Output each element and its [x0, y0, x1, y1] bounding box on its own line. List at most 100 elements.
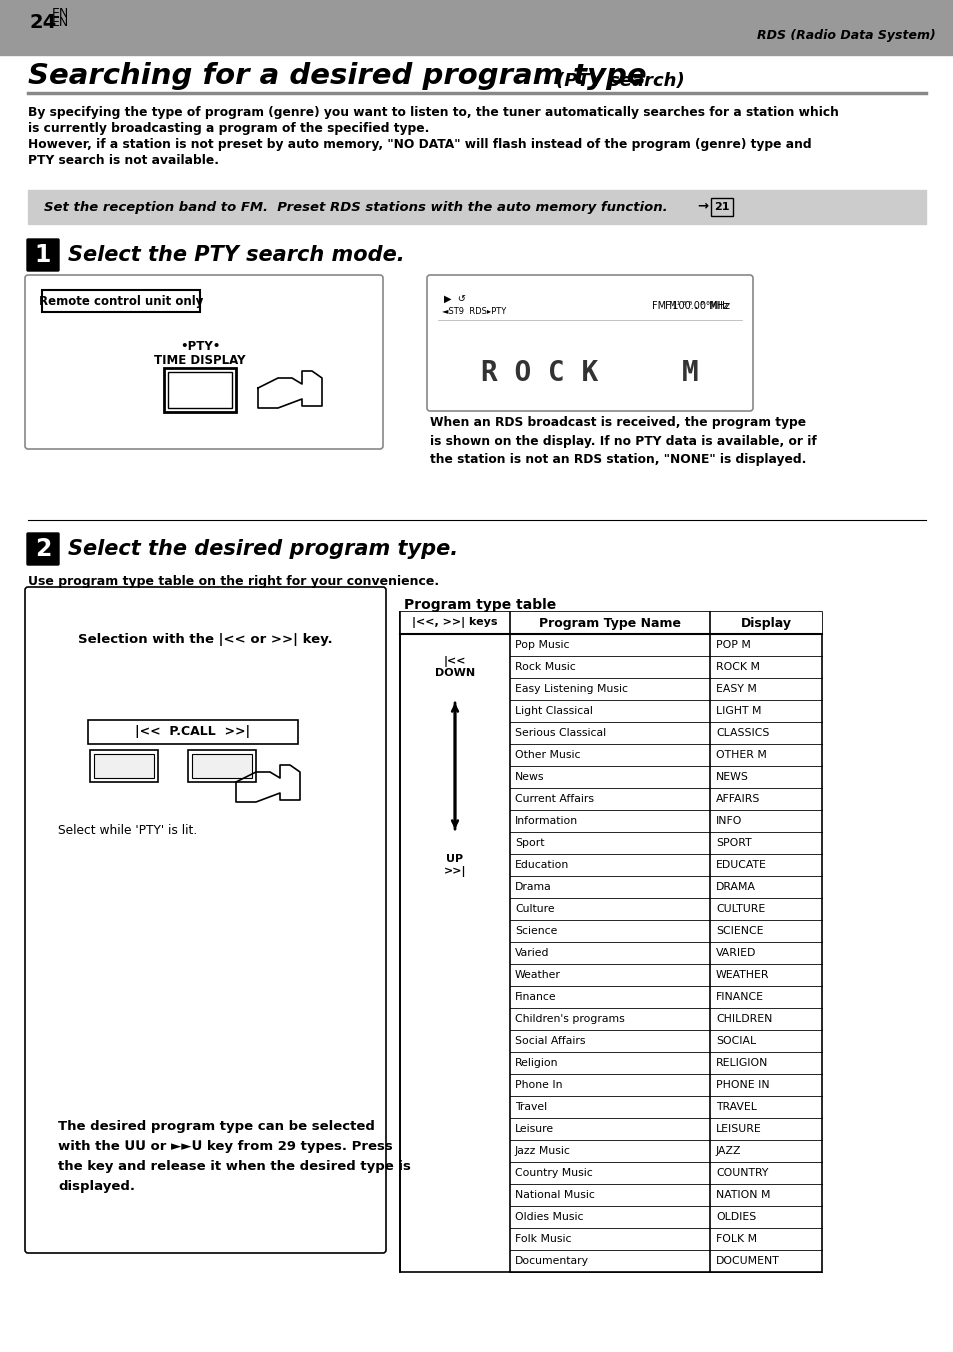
Text: Folk Music: Folk Music [515, 1234, 571, 1244]
Text: NATION M: NATION M [716, 1190, 770, 1201]
Text: is currently broadcasting a program of the specified type.: is currently broadcasting a program of t… [28, 122, 429, 135]
Text: Information: Information [515, 817, 578, 826]
Text: FINANCE: FINANCE [716, 992, 763, 1002]
Text: WEATHER: WEATHER [716, 969, 769, 980]
Text: |<<
DOWN: |<< DOWN [435, 656, 475, 679]
Text: Set the reception band to FM.  Preset RDS stations with the auto memory function: Set the reception band to FM. Preset RDS… [44, 200, 667, 214]
Text: When an RDS broadcast is received, the program type
is shown on the display. If : When an RDS broadcast is received, the p… [430, 416, 816, 466]
Text: VARIED: VARIED [716, 948, 756, 959]
Text: However, if a station is not preset by auto memory, "NO DATA" will flash instead: However, if a station is not preset by a… [28, 138, 811, 151]
Text: Pop Music: Pop Music [515, 639, 569, 650]
Text: LEISURE: LEISURE [716, 1124, 760, 1134]
Text: Varied: Varied [515, 948, 549, 959]
Text: SCIENCE: SCIENCE [716, 926, 762, 936]
Text: INFO: INFO [716, 817, 741, 826]
Text: Phone In: Phone In [515, 1080, 562, 1090]
Text: Selection with the |<< or >>| key.: Selection with the |<< or >>| key. [77, 634, 332, 646]
FancyBboxPatch shape [25, 274, 382, 449]
Text: Current Affairs: Current Affairs [515, 794, 594, 804]
Text: Rock Music: Rock Music [515, 662, 576, 672]
Text: |<<, >>| keys: |<<, >>| keys [412, 618, 497, 629]
Text: with the ᑌᑌ or ►►ᑌ key from 29 types. Press: with the ᑌᑌ or ►►ᑌ key from 29 types. Pr… [58, 1140, 393, 1153]
Text: •PTY•: •PTY• [179, 339, 220, 353]
Text: TRAVEL: TRAVEL [716, 1102, 756, 1111]
Text: COUNTRY: COUNTRY [716, 1168, 767, 1178]
Text: OLDIES: OLDIES [716, 1211, 756, 1222]
Bar [399, 612, 821, 634]
Text: ◄ST9  RDS▸PTY: ◄ST9 RDS▸PTY [441, 307, 506, 316]
Text: Religion: Religion [515, 1059, 558, 1068]
Text: SPORT: SPORT [716, 838, 751, 848]
Text: → 21: → 21 [698, 200, 732, 214]
Text: Serious Classical: Serious Classical [515, 727, 605, 738]
Text: CULTURE: CULTURE [716, 904, 764, 914]
Text: Use program type table on the right for your convenience.: Use program type table on the right for … [28, 576, 438, 588]
Text: displayed.: displayed. [58, 1180, 135, 1192]
Text: News: News [515, 772, 544, 781]
Text: Education: Education [515, 860, 569, 869]
Text: UP
>>|: UP >>| [443, 854, 466, 876]
Text: 21: 21 [714, 201, 729, 212]
Text: Weather: Weather [515, 969, 560, 980]
Text: By specifying the type of program (genre) you want to listen to, the tuner autom: By specifying the type of program (genre… [28, 105, 838, 119]
Text: Documentary: Documentary [515, 1256, 588, 1265]
Bar [710, 197, 732, 216]
Bar [164, 368, 235, 412]
Bar [90, 750, 158, 781]
Bar [0, 0, 953, 55]
Text: Travel: Travel [515, 1102, 547, 1111]
Bar [399, 612, 821, 1272]
Text: Searching for a desired program type: Searching for a desired program type [28, 62, 646, 91]
Text: Oldies Music: Oldies Music [515, 1211, 583, 1222]
Text: CHILDREN: CHILDREN [716, 1014, 772, 1023]
Text: EDUCATE: EDUCATE [716, 860, 766, 869]
Text: Sport: Sport [515, 838, 544, 848]
FancyBboxPatch shape [25, 587, 386, 1253]
Text: Finance: Finance [515, 992, 556, 1002]
Text: DRAMA: DRAMA [716, 882, 755, 892]
Text: Program type table: Program type table [403, 598, 556, 612]
Text: Program Type Name: Program Type Name [538, 617, 680, 630]
FancyBboxPatch shape [27, 239, 59, 270]
Text: 2: 2 [34, 537, 51, 561]
Text: FM¹⁰⁰.⁰⁰MHz: FM¹⁰⁰.⁰⁰MHz [664, 301, 729, 311]
Text: OTHER M: OTHER M [716, 750, 766, 760]
Text: Select the desired program type.: Select the desired program type. [68, 539, 457, 558]
Text: RELIGION: RELIGION [716, 1059, 767, 1068]
Text: Select the PTY search mode.: Select the PTY search mode. [68, 245, 404, 265]
Text: Science: Science [515, 926, 557, 936]
Text: Drama: Drama [515, 882, 551, 892]
Text: AFFAIRS: AFFAIRS [716, 794, 760, 804]
Text: DOCUMENT: DOCUMENT [716, 1256, 779, 1265]
Text: Children's programs: Children's programs [515, 1014, 624, 1023]
Text: ROCK M: ROCK M [716, 662, 760, 672]
Text: the key and release it when the desired type is: the key and release it when the desired … [58, 1160, 411, 1174]
Bar [42, 289, 200, 312]
Text: Easy Listening Music: Easy Listening Music [515, 684, 627, 694]
Text: NEWS: NEWS [716, 772, 748, 781]
Text: FM  100.00 MHz: FM 100.00 MHz [651, 301, 729, 311]
Text: Social Affairs: Social Affairs [515, 1036, 585, 1046]
Text: (PTY search): (PTY search) [556, 72, 684, 91]
Text: RDS (Radio Data System): RDS (Radio Data System) [757, 28, 935, 42]
Text: CLASSICS: CLASSICS [716, 727, 768, 738]
Text: PTY search is not available.: PTY search is not available. [28, 154, 219, 168]
Text: Remote control unit only: Remote control unit only [39, 295, 203, 307]
Text: LIGHT M: LIGHT M [716, 706, 760, 717]
Bar [192, 754, 252, 777]
Text: The desired program type can be selected: The desired program type can be selected [58, 1119, 375, 1133]
FancyBboxPatch shape [427, 274, 752, 411]
Text: Select while 'PTY' is lit.: Select while 'PTY' is lit. [58, 823, 197, 837]
Text: Jazz Music: Jazz Music [515, 1146, 570, 1156]
Text: Light Classical: Light Classical [515, 706, 592, 717]
Text: R O C K     M: R O C K M [480, 360, 699, 387]
Text: FOLK M: FOLK M [716, 1234, 757, 1244]
Text: 24: 24 [30, 12, 57, 31]
Text: Culture: Culture [515, 904, 554, 914]
Bar [168, 372, 232, 408]
Text: National Music: National Music [515, 1190, 595, 1201]
Text: SOCIAL: SOCIAL [716, 1036, 756, 1046]
Text: |<<  P.CALL  >>|: |<< P.CALL >>| [135, 726, 251, 738]
Text: EN: EN [52, 15, 70, 28]
Bar [94, 754, 153, 777]
